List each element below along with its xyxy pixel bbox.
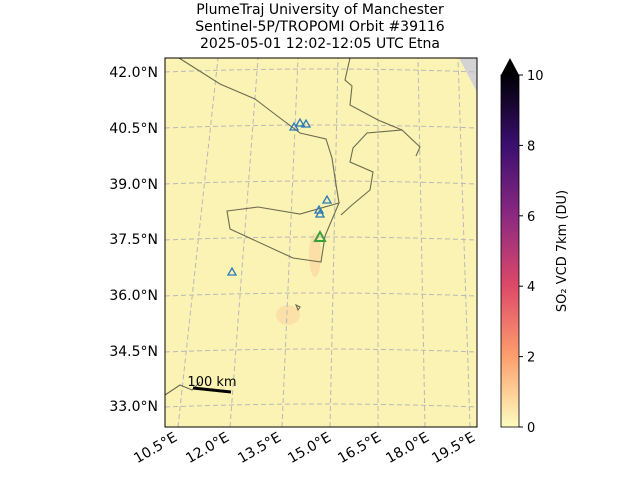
masked-area — [459, 58, 477, 92]
lon-label: 12.0°E — [183, 430, 232, 467]
plume — [309, 233, 321, 277]
lat-label: 33.0°N — [109, 399, 158, 415]
colorbar-tick-label: 0 — [527, 421, 535, 436]
lon-label: 19.5°E — [429, 430, 478, 467]
lat-label: 36.0°N — [109, 288, 158, 304]
lat-label: 34.5°N — [109, 344, 158, 360]
map-background — [165, 58, 477, 427]
colorbar-tick-label: 8 — [527, 139, 535, 154]
colorbar-tick-label: 4 — [527, 280, 535, 295]
colorbar-tick-label: 6 — [527, 210, 535, 225]
title-line: Sentinel-5P/TROPOMI Orbit #39116 — [195, 19, 445, 35]
colorbar-tick-label: 10 — [527, 69, 544, 84]
coastline — [164, 57, 421, 396]
lat-label: 42.0°N — [109, 65, 158, 81]
colorbar-ramp — [500, 74, 520, 428]
map-frame — [164, 57, 478, 428]
lon-labels: 10.5°E 12.0°E 13.5°E 15.0°E 16.5°E 18.0°… — [131, 430, 478, 467]
lon-label: 16.5°E — [335, 430, 384, 467]
lon-label: 15.0°E — [285, 430, 334, 467]
scale-label: 100 km — [187, 375, 236, 390]
lon-label: 10.5°E — [131, 430, 180, 467]
title-line: PlumeTraj University of Manchester — [196, 2, 444, 18]
scale-bar — [192, 386, 232, 394]
colorbar-label: SO₂ VCD 7km (DU) — [555, 190, 570, 312]
colorbar-extend — [501, 58, 519, 75]
volcanoes — [226, 117, 333, 276]
lat-label: 37.5°N — [109, 232, 158, 248]
lat-label: 40.5°N — [109, 121, 158, 137]
plume — [276, 305, 300, 325]
colorbar-tick-label: 2 — [527, 351, 535, 366]
lat-label: 39.0°N — [109, 177, 158, 193]
colorbar: SO₂ VCD 7km (DU) 0 2 4 6 8 10 — [500, 58, 570, 436]
map: 100 km — [164, 57, 478, 428]
lon-label: 13.5°E — [235, 430, 284, 467]
lon-label: 18.0°E — [383, 430, 432, 467]
title-line: 2025-05-01 12:02-12:05 UTC Etna — [200, 36, 440, 52]
lat-labels: 42.0°N 40.5°N 39.0°N 37.5°N 36.0°N 34.5°… — [109, 65, 158, 415]
